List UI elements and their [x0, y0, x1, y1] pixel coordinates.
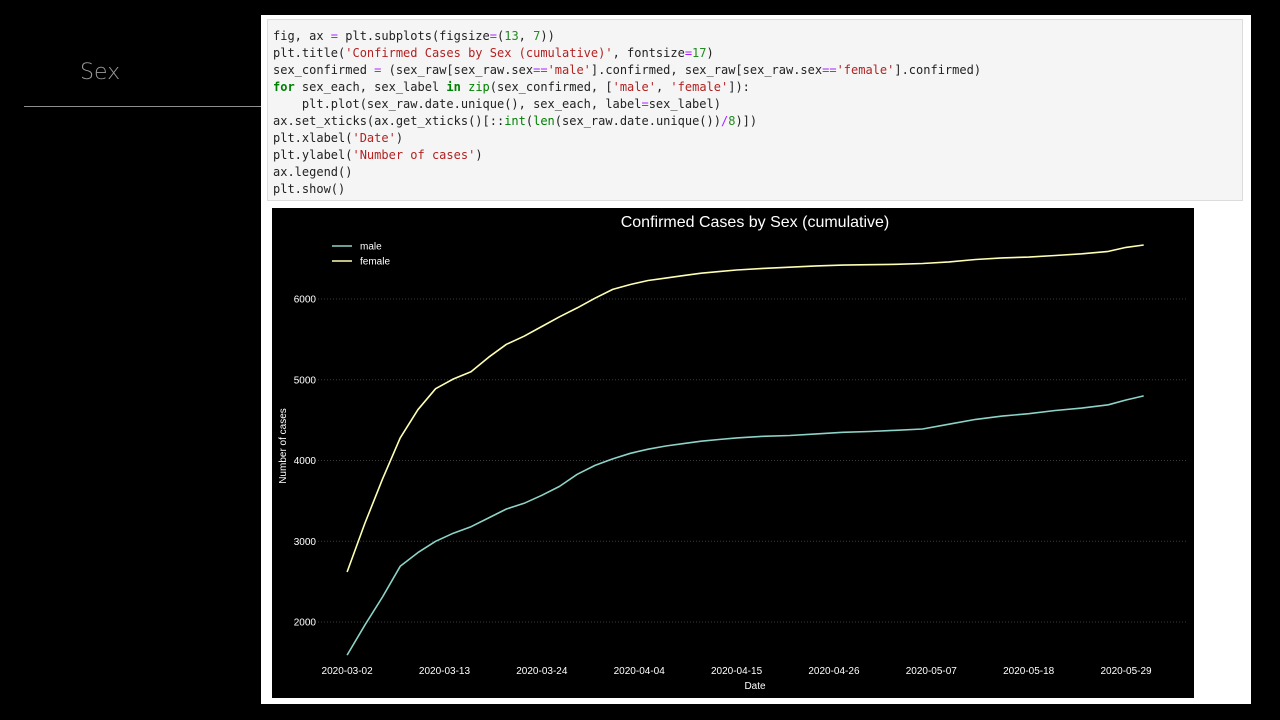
- series-line-female: [346, 244, 1144, 573]
- x-tick-label: 2020-03-24: [516, 666, 568, 677]
- code-line-9: ax.legend(): [273, 165, 353, 179]
- code-line-10: plt.show(): [273, 182, 346, 196]
- code-line-8: plt.ylabel('Number of cases'): [273, 148, 483, 162]
- y-tick-labels: 2000 3000 4000 5000 6000: [294, 295, 317, 629]
- y-tick-label: 6000: [294, 295, 317, 306]
- code-cell[interactable]: fig, ax = plt.subplots(figsize=(13, 7)) …: [267, 19, 1243, 201]
- x-tick-label: 2020-05-18: [1003, 666, 1055, 677]
- x-tick-label: 2020-05-07: [906, 666, 958, 677]
- x-tick-label: 2020-04-26: [808, 666, 860, 677]
- y-tick-label: 2000: [294, 618, 317, 629]
- code-line-1: fig, ax = plt.subplots(figsize=(13, 7)): [273, 29, 555, 43]
- x-axis-label: Date: [744, 681, 766, 692]
- notebook-panel: fig, ax = plt.subplots(figsize=(13, 7)) …: [261, 15, 1251, 704]
- legend-label-female: female: [360, 257, 390, 268]
- code-block: fig, ax = plt.subplots(figsize=(13, 7)) …: [268, 20, 1242, 198]
- x-tick-label: 2020-03-02: [322, 666, 374, 677]
- section-divider: [24, 106, 262, 107]
- x-tick-label: 2020-05-29: [1100, 666, 1152, 677]
- code-line-5: plt.plot(sex_raw.date.unique(), sex_each…: [273, 97, 721, 111]
- y-tick-label: 4000: [294, 456, 317, 467]
- chart-title: Confirmed Cases by Sex (cumulative): [621, 214, 890, 231]
- code-line-7: plt.xlabel('Date'): [273, 131, 404, 145]
- x-tick-label: 2020-03-13: [419, 666, 471, 677]
- x-tick-label: 2020-04-04: [614, 666, 666, 677]
- legend: male female: [332, 242, 390, 268]
- series-line-male: [346, 395, 1144, 656]
- code-line-6: ax.set_xticks(ax.get_xticks()[::int(len(…: [273, 114, 758, 128]
- code-line-4: for sex_each, sex_label in zip(sex_confi…: [273, 80, 750, 94]
- series-lines: [346, 244, 1144, 656]
- y-tick-label: 3000: [294, 537, 317, 548]
- code-line-2: plt.title('Confirmed Cases by Sex (cumul…: [273, 46, 714, 60]
- y-tick-label: 5000: [294, 375, 317, 386]
- line-chart: Confirmed Cases by Sex (cumulative) 2000…: [278, 214, 1188, 692]
- x-tick-label: 2020-04-15: [711, 666, 763, 677]
- legend-label-male: male: [360, 242, 382, 253]
- plot-output: Confirmed Cases by Sex (cumulative) 2000…: [272, 208, 1194, 698]
- section-title: Sex: [80, 60, 121, 85]
- x-tick-labels: 2020-03-02 2020-03-13 2020-03-24 2020-04-04…: [322, 666, 1153, 677]
- grid-lines: [294, 298, 1188, 623]
- code-line-3: sex_confirmed = (sex_raw[sex_raw.sex=='m…: [273, 63, 982, 77]
- y-axis-label: Number of cases: [278, 408, 289, 484]
